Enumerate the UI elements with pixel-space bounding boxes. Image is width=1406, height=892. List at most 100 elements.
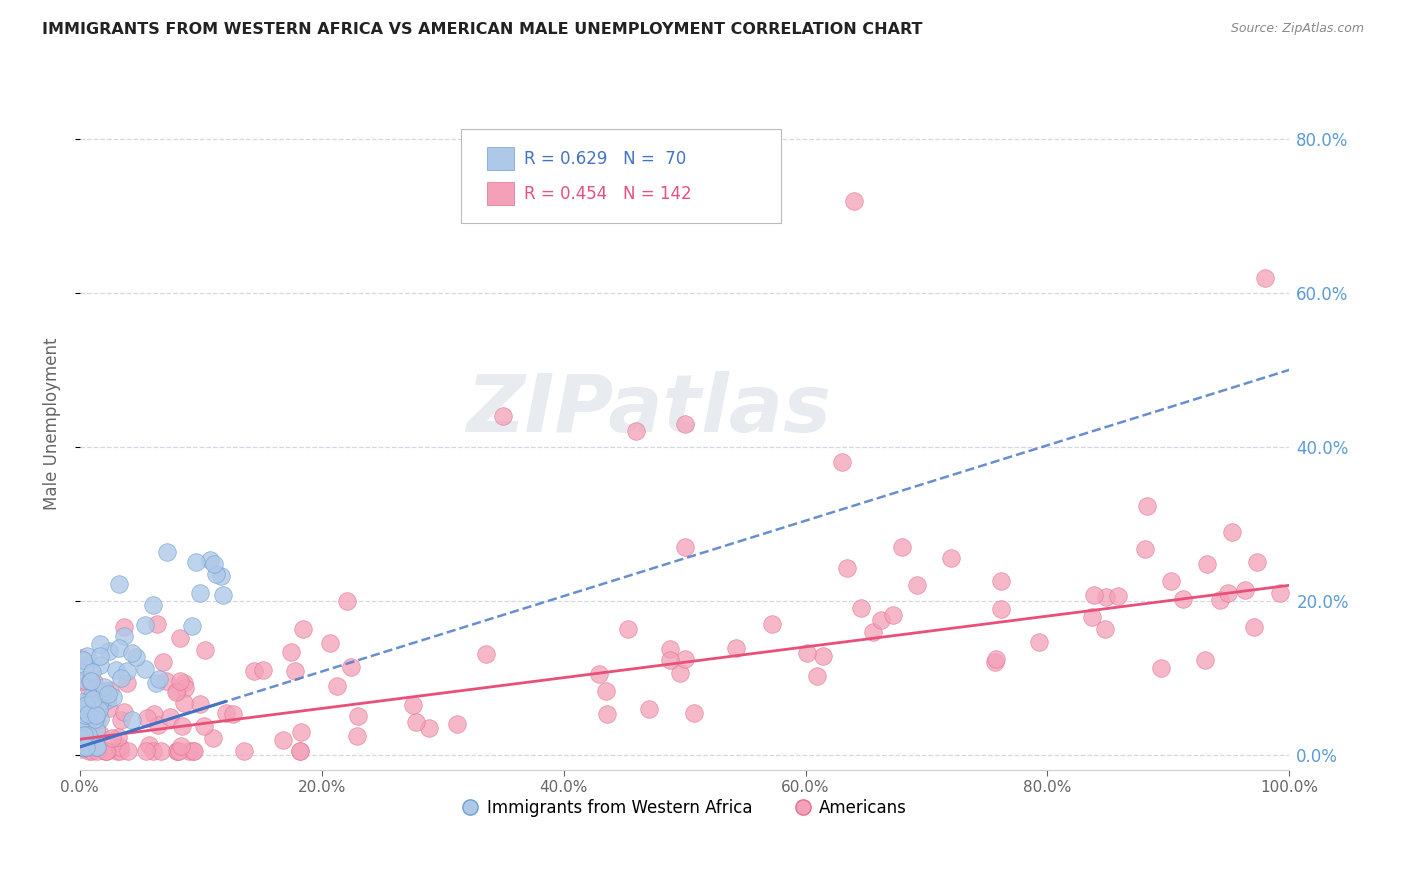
Immigrants from Western Africa: [89, 712, 111, 726]
Immigrants from Western Africa: [70, 739, 93, 754]
Bar: [488, 182, 515, 205]
Americans: [152, 656, 174, 670]
Americans: [1254, 270, 1277, 285]
Text: R = 0.629   N =  70: R = 0.629 N = 70: [524, 150, 686, 168]
Immigrants from Western Africa: [82, 689, 104, 703]
Americans: [72, 673, 94, 688]
Americans: [100, 731, 122, 745]
Americans: [146, 616, 169, 631]
Americans: [288, 744, 311, 758]
Americans: [136, 711, 159, 725]
Americans: [70, 651, 93, 665]
Immigrants from Western Africa: [82, 665, 104, 679]
Immigrants from Western Africa: [76, 694, 98, 708]
Americans: [835, 561, 858, 575]
Immigrants from Western Africa: [72, 724, 94, 739]
Americans: [173, 696, 195, 710]
Text: R = 0.454   N = 142: R = 0.454 N = 142: [524, 185, 692, 202]
Americans: [96, 744, 118, 758]
Immigrants from Western Africa: [110, 672, 132, 686]
Americans: [83, 675, 105, 690]
Americans: [86, 713, 108, 727]
Americans: [1195, 557, 1218, 571]
Immigrants from Western Africa: [181, 619, 204, 633]
Americans: [170, 719, 193, 733]
Americans: [142, 744, 165, 758]
Americans: [110, 714, 132, 728]
Americans: [1150, 661, 1173, 675]
Americans: [1136, 499, 1159, 513]
Americans: [340, 660, 363, 674]
Americans: [1243, 620, 1265, 634]
Immigrants from Western Africa: [202, 557, 225, 571]
Immigrants from Western Africa: [70, 739, 93, 754]
Immigrants from Western Africa: [70, 703, 93, 717]
Americans: [1094, 590, 1116, 604]
Immigrants from Western Africa: [79, 731, 101, 746]
Americans: [849, 601, 872, 615]
Americans: [336, 594, 359, 608]
Americans: [284, 664, 307, 678]
Americans: [659, 652, 682, 666]
Immigrants from Western Africa: [209, 569, 232, 583]
Immigrants from Western Africa: [73, 714, 96, 729]
Americans: [588, 666, 610, 681]
Immigrants from Western Africa: [107, 640, 129, 655]
Americans: [1233, 582, 1256, 597]
Americans: [173, 676, 195, 690]
Americans: [93, 744, 115, 758]
Americans: [1216, 586, 1239, 600]
Americans: [73, 700, 96, 714]
Americans: [796, 647, 818, 661]
Text: IMMIGRANTS FROM WESTERN AFRICA VS AMERICAN MALE UNEMPLOYMENT CORRELATION CHART: IMMIGRANTS FROM WESTERN AFRICA VS AMERIC…: [42, 22, 922, 37]
Immigrants from Western Africa: [108, 577, 131, 591]
Americans: [77, 744, 100, 758]
Americans: [1194, 653, 1216, 667]
Americans: [179, 744, 201, 758]
Immigrants from Western Africa: [84, 739, 107, 754]
Americans: [862, 625, 884, 640]
Immigrants from Western Africa: [75, 739, 97, 754]
Americans: [112, 620, 135, 634]
Americans: [94, 744, 117, 758]
Americans: [86, 744, 108, 758]
Immigrants from Western Africa: [89, 703, 111, 717]
Immigrants from Western Africa: [79, 673, 101, 688]
Immigrants from Western Africa: [89, 695, 111, 709]
Americans: [725, 640, 748, 655]
Americans: [1220, 524, 1243, 539]
Americans: [134, 744, 156, 758]
Immigrants from Western Africa: [115, 664, 138, 678]
Immigrants from Western Africa: [205, 566, 228, 581]
Y-axis label: Male Unemployment: Male Unemployment: [44, 337, 60, 510]
Immigrants from Western Africa: [82, 698, 104, 713]
Americans: [986, 651, 1008, 665]
Immigrants from Western Africa: [103, 690, 125, 704]
Americans: [1107, 589, 1129, 603]
Immigrants from Western Africa: [142, 598, 165, 612]
Americans: [882, 607, 904, 622]
Americans: [346, 729, 368, 743]
Immigrants from Western Africa: [70, 694, 93, 708]
Americans: [1135, 542, 1157, 557]
Immigrants from Western Africa: [121, 646, 143, 660]
Americans: [233, 744, 256, 758]
Americans: [222, 706, 245, 721]
Americans: [288, 744, 311, 758]
Americans: [1081, 609, 1104, 624]
Immigrants from Western Africa: [75, 698, 97, 712]
Americans: [405, 715, 427, 730]
Immigrants from Western Africa: [72, 739, 94, 754]
Americans: [87, 704, 110, 718]
Americans: [595, 707, 617, 722]
Americans: [1246, 555, 1268, 569]
Americans: [70, 742, 93, 756]
Americans: [673, 652, 696, 666]
Immigrants from Western Africa: [86, 739, 108, 754]
Immigrants from Western Africa: [73, 673, 96, 688]
Immigrants from Western Africa: [72, 739, 94, 754]
Americans: [905, 578, 928, 592]
Immigrants from Western Africa: [112, 629, 135, 643]
Americans: [939, 551, 962, 566]
Americans: [150, 744, 173, 758]
